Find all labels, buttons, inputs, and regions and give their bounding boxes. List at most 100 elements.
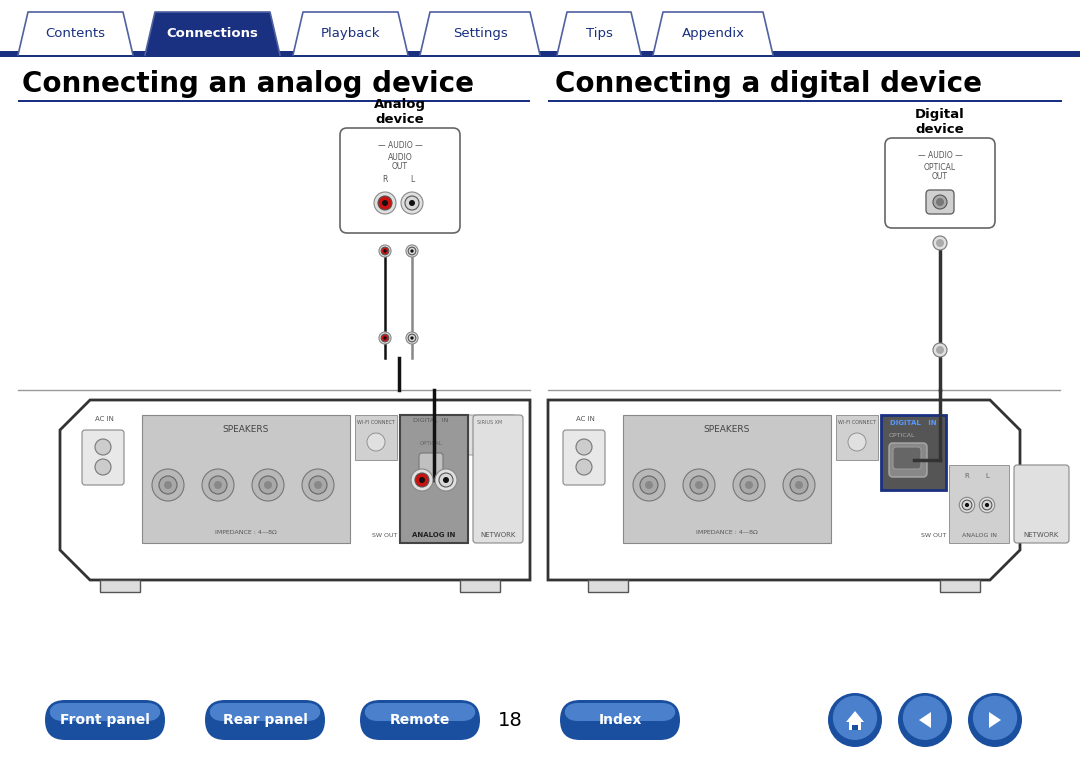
Circle shape xyxy=(936,239,944,247)
Circle shape xyxy=(152,469,184,501)
FancyBboxPatch shape xyxy=(1014,465,1069,543)
Bar xyxy=(849,722,861,730)
Text: WI-FI CONNECT: WI-FI CONNECT xyxy=(838,420,876,425)
Circle shape xyxy=(264,481,272,489)
Bar xyxy=(400,415,468,543)
Text: — AUDIO —: — AUDIO — xyxy=(378,141,422,150)
Circle shape xyxy=(408,334,416,342)
Text: IMPEDANCE : 4—8Ω: IMPEDANCE : 4—8Ω xyxy=(697,530,758,535)
Circle shape xyxy=(733,469,765,501)
Circle shape xyxy=(645,481,653,489)
Bar xyxy=(141,415,350,543)
Bar xyxy=(940,580,980,592)
Circle shape xyxy=(740,476,758,494)
Text: DIGITAL   IN: DIGITAL IN xyxy=(890,420,936,426)
Polygon shape xyxy=(293,12,408,55)
Circle shape xyxy=(848,433,866,451)
Text: Contents: Contents xyxy=(45,27,106,40)
FancyBboxPatch shape xyxy=(563,430,605,485)
Circle shape xyxy=(383,336,387,339)
Circle shape xyxy=(640,476,658,494)
FancyBboxPatch shape xyxy=(360,700,480,740)
Text: OUT: OUT xyxy=(932,172,948,181)
Text: NETWORK: NETWORK xyxy=(1024,532,1059,538)
Circle shape xyxy=(438,473,453,487)
Polygon shape xyxy=(145,12,280,55)
Text: Appendix: Appendix xyxy=(681,27,744,40)
Circle shape xyxy=(795,481,804,489)
Bar xyxy=(623,415,831,543)
Circle shape xyxy=(936,346,944,354)
Text: DIGITAL  IN: DIGITAL IN xyxy=(414,418,448,423)
Text: SW OUT: SW OUT xyxy=(372,533,397,538)
Bar xyxy=(949,465,1009,543)
Circle shape xyxy=(933,195,947,209)
Bar xyxy=(836,415,878,460)
FancyBboxPatch shape xyxy=(364,703,476,721)
Bar xyxy=(460,580,500,592)
Bar xyxy=(588,580,627,592)
FancyBboxPatch shape xyxy=(82,430,124,485)
Circle shape xyxy=(576,459,592,475)
Circle shape xyxy=(690,476,708,494)
Bar xyxy=(852,725,858,730)
FancyBboxPatch shape xyxy=(465,415,515,455)
Circle shape xyxy=(374,192,396,214)
Circle shape xyxy=(789,476,808,494)
Circle shape xyxy=(696,481,703,489)
Bar xyxy=(18,100,530,101)
Text: SIRIUS XM: SIRIUS XM xyxy=(477,420,502,425)
Circle shape xyxy=(633,469,665,501)
Text: IMPEDANCE : 4—8Ω: IMPEDANCE : 4—8Ω xyxy=(215,530,276,535)
Text: SW OUT: SW OUT xyxy=(920,533,946,538)
Polygon shape xyxy=(846,711,864,722)
Text: 18: 18 xyxy=(498,711,523,730)
FancyBboxPatch shape xyxy=(885,138,995,228)
Circle shape xyxy=(406,245,418,257)
Circle shape xyxy=(964,503,969,507)
Polygon shape xyxy=(989,712,1001,728)
Text: WI-FI CONNECT: WI-FI CONNECT xyxy=(357,420,395,425)
Circle shape xyxy=(378,196,392,210)
Circle shape xyxy=(783,469,815,501)
Text: Playback: Playback xyxy=(321,27,380,40)
Circle shape xyxy=(828,693,882,747)
Bar xyxy=(355,415,397,460)
Text: Connecting a digital device: Connecting a digital device xyxy=(555,70,982,98)
Circle shape xyxy=(379,245,391,257)
Text: Settings: Settings xyxy=(453,27,508,40)
Text: R: R xyxy=(382,175,388,184)
Bar xyxy=(400,415,462,435)
Circle shape xyxy=(95,459,111,475)
Circle shape xyxy=(214,481,222,489)
Text: OPTICAL: OPTICAL xyxy=(923,163,956,172)
Polygon shape xyxy=(420,12,540,55)
Circle shape xyxy=(683,469,715,501)
Circle shape xyxy=(897,693,951,747)
FancyBboxPatch shape xyxy=(419,453,443,479)
Text: AC IN: AC IN xyxy=(576,416,594,422)
Circle shape xyxy=(443,477,449,483)
Text: Tips: Tips xyxy=(585,27,612,40)
Circle shape xyxy=(962,500,972,510)
Polygon shape xyxy=(18,12,133,55)
Text: OPTICAL: OPTICAL xyxy=(889,433,916,438)
FancyBboxPatch shape xyxy=(49,703,161,721)
Circle shape xyxy=(409,200,415,206)
Text: L: L xyxy=(985,473,989,479)
Circle shape xyxy=(401,192,423,214)
Text: AUDIO: AUDIO xyxy=(388,153,413,162)
Text: Analog
device: Analog device xyxy=(374,98,426,126)
Text: ANALOG IN: ANALOG IN xyxy=(413,532,456,538)
Circle shape xyxy=(933,343,947,357)
Circle shape xyxy=(968,693,1022,747)
Circle shape xyxy=(973,696,1017,740)
Circle shape xyxy=(980,497,995,513)
Text: Front panel: Front panel xyxy=(60,713,150,727)
Circle shape xyxy=(410,250,414,253)
Circle shape xyxy=(382,200,388,206)
Text: ANALOG IN: ANALOG IN xyxy=(961,533,997,538)
Circle shape xyxy=(985,503,989,507)
Circle shape xyxy=(415,473,429,487)
Bar xyxy=(100,580,140,592)
